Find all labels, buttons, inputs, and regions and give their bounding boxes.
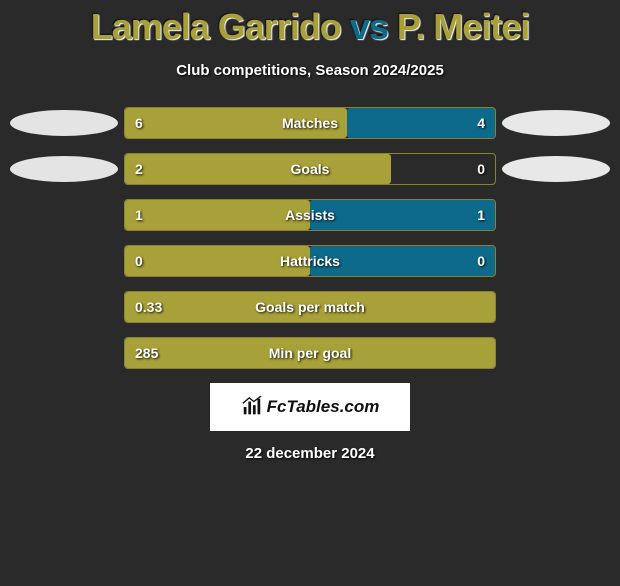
stat-value-left: 2 <box>135 161 143 177</box>
bar-left-fill <box>125 200 310 230</box>
stat-bar: 6 4 Matches <box>124 107 496 139</box>
stat-label: Goals <box>291 161 330 177</box>
stat-label: Hattricks <box>280 253 340 269</box>
stat-label: Goals per match <box>255 299 365 315</box>
stat-value-right: 4 <box>477 115 485 131</box>
stat-value-right: 1 <box>477 207 485 223</box>
stat-value-left: 1 <box>135 207 143 223</box>
stat-row: 285 Min per goal <box>10 337 610 369</box>
stat-bar: 285 Min per goal <box>124 337 496 369</box>
stat-bar: 1 1 Assists <box>124 199 496 231</box>
stat-value-left: 0.33 <box>135 299 162 315</box>
stat-label: Matches <box>282 115 338 131</box>
bar-right-fill <box>347 108 495 138</box>
subtitle: Club competitions, Season 2024/2025 <box>0 62 620 79</box>
team-badge-left <box>10 156 118 182</box>
player2-name: P. Meitei <box>397 6 529 47</box>
footer-date: 22 december 2024 <box>0 445 620 462</box>
brand-footer: FcTables.com <box>210 383 410 431</box>
stat-value-left: 0 <box>135 253 143 269</box>
stat-row: 2 0 Goals <box>10 153 610 185</box>
stat-row: 6 4 Matches <box>10 107 610 139</box>
player1-name: Lamela Garrido <box>91 6 341 47</box>
stat-value-right: 0 <box>477 161 485 177</box>
stats-rows: 6 4 Matches 2 0 Goals 1 1 Assists 0 0 Hattricks 0.33… <box>0 107 620 369</box>
brand-text: FcTables.com <box>267 397 380 417</box>
team-badge-right <box>502 110 610 136</box>
stat-row: 1 1 Assists <box>10 199 610 231</box>
stat-value-left: 6 <box>135 115 143 131</box>
bar-right-fill <box>310 200 495 230</box>
stat-bar: 2 0 Goals <box>124 153 496 185</box>
vs-text: vs <box>350 6 388 47</box>
chart-icon <box>241 396 263 418</box>
stat-row: 0.33 Goals per match <box>10 291 610 323</box>
team-badge-left <box>10 110 118 136</box>
stat-value-right: 0 <box>477 253 485 269</box>
bar-left-fill <box>125 154 391 184</box>
comparison-title: Lamela Garrido vs P. Meitei <box>0 6 620 48</box>
stat-bar: 0.33 Goals per match <box>124 291 496 323</box>
stat-label: Assists <box>285 207 335 223</box>
stat-value-left: 285 <box>135 345 158 361</box>
stat-row: 0 0 Hattricks <box>10 245 610 277</box>
stat-label: Min per goal <box>269 345 351 361</box>
stat-bar: 0 0 Hattricks <box>124 245 496 277</box>
team-badge-right <box>502 156 610 182</box>
